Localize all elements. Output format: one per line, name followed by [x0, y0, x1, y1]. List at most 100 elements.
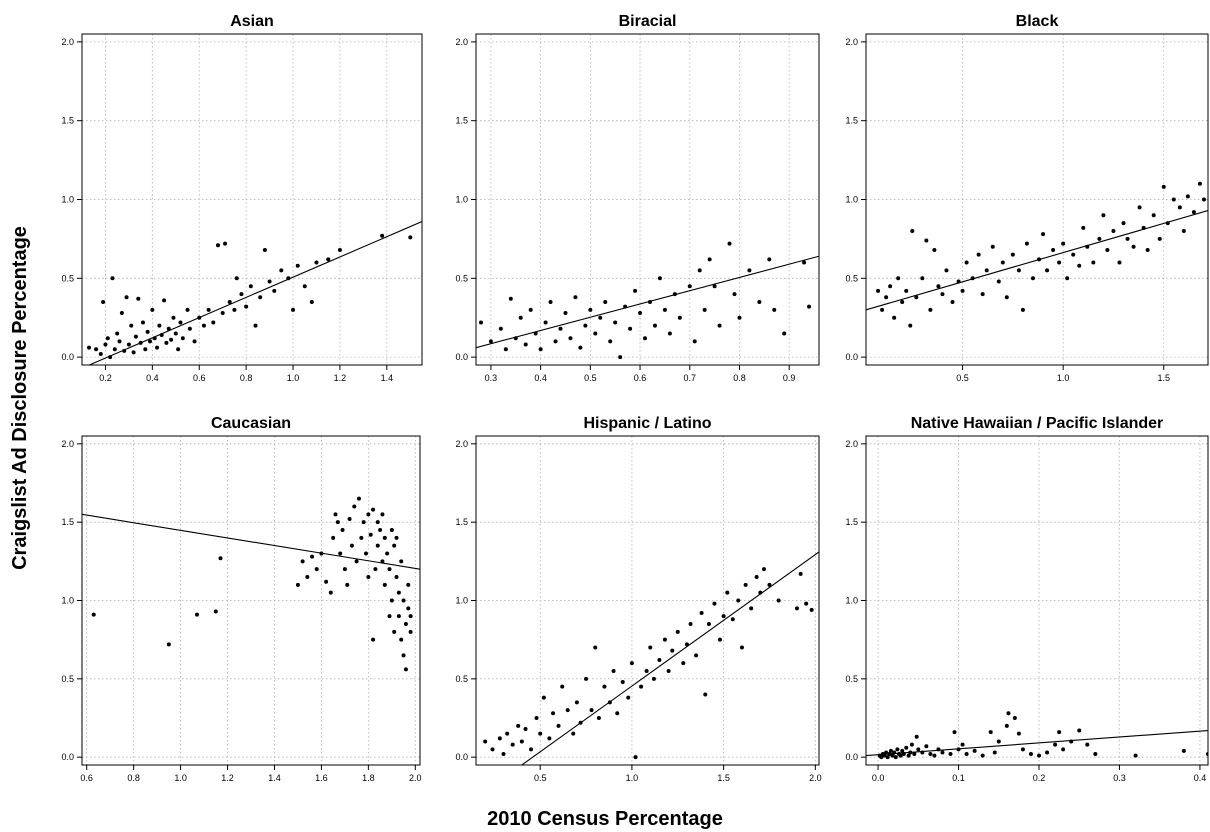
panel-4-points [91, 496, 413, 672]
panel-6-point-3 [882, 753, 887, 758]
panel-5-xtick-label-1: 1.0 [626, 773, 639, 783]
panel-1-point-24 [150, 307, 155, 312]
panel-5-points [483, 567, 814, 760]
panel-1-point-63 [302, 284, 307, 289]
panel-5-point-22 [589, 708, 594, 713]
panel-4-point-21 [349, 543, 354, 548]
panel-3-point-37 [1045, 268, 1050, 273]
panel-5-point-54 [736, 598, 741, 603]
panel-3-point-27 [996, 279, 1001, 284]
panel-2-point-18 [578, 345, 583, 350]
panel-3-ytick-label-4: 2.0 [845, 37, 858, 47]
panel-4-title: Caucasian [211, 415, 291, 432]
panel-2-point-34 [657, 276, 662, 281]
panel-3-point-53 [1125, 236, 1130, 241]
panel-3-point-30 [1010, 252, 1015, 257]
panel-2-fit-line [476, 255, 819, 349]
panel-1: Asian 0.2 0.4 0.6 0.8 1.0 1.2 1.4 0.0 0.5 1.0 1.5 2.… [61, 13, 423, 383]
panel-5-point-19 [574, 700, 579, 705]
panel-3-xtick-label-0: 0.5 [956, 373, 969, 383]
panel-1-point-2 [98, 351, 103, 356]
panel-6-xtick-label-1: 0.1 [952, 773, 965, 783]
panel-1-point-37 [180, 336, 185, 341]
panel-5-point-21 [584, 676, 589, 681]
panel-4-point-12 [328, 590, 333, 595]
panel-2-xtick-label-6: 0.9 [783, 373, 796, 383]
panel-1-point-46 [220, 310, 225, 315]
panel-2-point-19 [583, 323, 588, 328]
panel-3-point-4 [892, 315, 897, 320]
panel-3-point-57 [1145, 247, 1150, 252]
panel-1-point-9 [115, 331, 120, 336]
panel-5-point-43 [684, 642, 689, 647]
panel-4-point-61 [408, 614, 413, 619]
panel-2-point-27 [623, 304, 628, 309]
panel-4-point-16 [338, 551, 343, 556]
panel-4: Caucasian 0.6 0.8 1.0 1.2 1.4 1.6 1.8 2.0 0.0 0.5 1… [61, 415, 421, 783]
panel-5-ytick-label-1: 0.5 [455, 674, 468, 684]
panel-2-xtick-label-0: 0.3 [485, 373, 498, 383]
panel-4-point-8 [310, 554, 315, 559]
panel-1-point-18 [136, 296, 141, 301]
panel-5-xtick-label-0: 0.5 [534, 773, 547, 783]
panel-4-point-47 [392, 629, 397, 634]
panel-5-point-49 [712, 601, 717, 606]
panel-4-point-13 [331, 535, 336, 540]
panel-2-point-33 [652, 323, 657, 328]
panel-3-point-68 [1201, 197, 1206, 202]
y-axis-title: Craigslist Ad Disclosure Percentage [9, 226, 31, 570]
panel-2-xtick-label-3: 0.6 [634, 373, 647, 383]
panel-4-ytick-label-3: 1.5 [61, 517, 74, 527]
panel-1-point-69 [408, 235, 413, 240]
panel-1-point-47 [223, 241, 228, 246]
panel-5-point-57 [749, 606, 754, 611]
panel-2-point-3 [503, 347, 508, 352]
panel-5-point-53 [730, 617, 735, 622]
panel-5-point-58 [754, 575, 759, 579]
panel-1-point-68 [380, 233, 385, 238]
panel-2-point-4 [508, 296, 513, 301]
panel-2-point-0 [478, 320, 483, 325]
panel-1-point-25 [152, 336, 157, 341]
panel-4-point-7 [305, 575, 310, 579]
panel-4-point-14 [333, 512, 338, 517]
panel-3-point-8 [908, 323, 913, 328]
panel-5-point-34 [644, 669, 649, 673]
panel-5-point-45 [694, 653, 699, 658]
panel-1-point-60 [286, 276, 291, 281]
panel-2-point-32 [647, 299, 652, 304]
panel-5-point-5 [510, 742, 515, 747]
panel-5-point-46 [699, 611, 704, 616]
panel-3-point-18 [950, 299, 955, 304]
panel-3-point-13 [928, 307, 933, 312]
panel-6-point-34 [972, 748, 977, 753]
panel-1-xtick-label-5: 1.2 [334, 373, 347, 383]
panel-5-point-7 [519, 739, 524, 744]
panel-6-point-24 [924, 744, 929, 749]
panel-1-point-39 [187, 326, 192, 331]
panel-2-point-16 [568, 336, 573, 341]
panel-6-point-28 [940, 750, 945, 755]
panel-5-point-36 [651, 676, 656, 681]
panel-4-point-49 [394, 535, 399, 540]
panel-3-point-26 [990, 244, 995, 249]
panel-5-point-56 [743, 582, 748, 587]
panel-4-point-9 [314, 567, 319, 572]
panel-6-point-25 [928, 752, 933, 757]
panel-2-point-9 [533, 331, 538, 336]
panel-1-xtick-label-0: 0.2 [99, 373, 112, 383]
panel-6-point-48 [1057, 730, 1062, 735]
panel-3-point-19 [956, 279, 961, 284]
panel-4-point-18 [342, 567, 347, 572]
panel-6-point-40 [1006, 711, 1011, 716]
panel-2-point-31 [643, 336, 648, 341]
panel-2-point-1 [488, 339, 493, 344]
panel-3-point-35 [1037, 257, 1042, 262]
panel-4-point-40 [382, 535, 387, 540]
panel-6-fit-line [866, 729, 1208, 757]
panel-6-point-42 [1016, 731, 1021, 736]
panel-2-point-24 [608, 339, 613, 344]
panel-5-point-42 [681, 661, 686, 666]
panel-5-point-9 [529, 747, 534, 752]
panel-5-point-23 [593, 645, 598, 650]
